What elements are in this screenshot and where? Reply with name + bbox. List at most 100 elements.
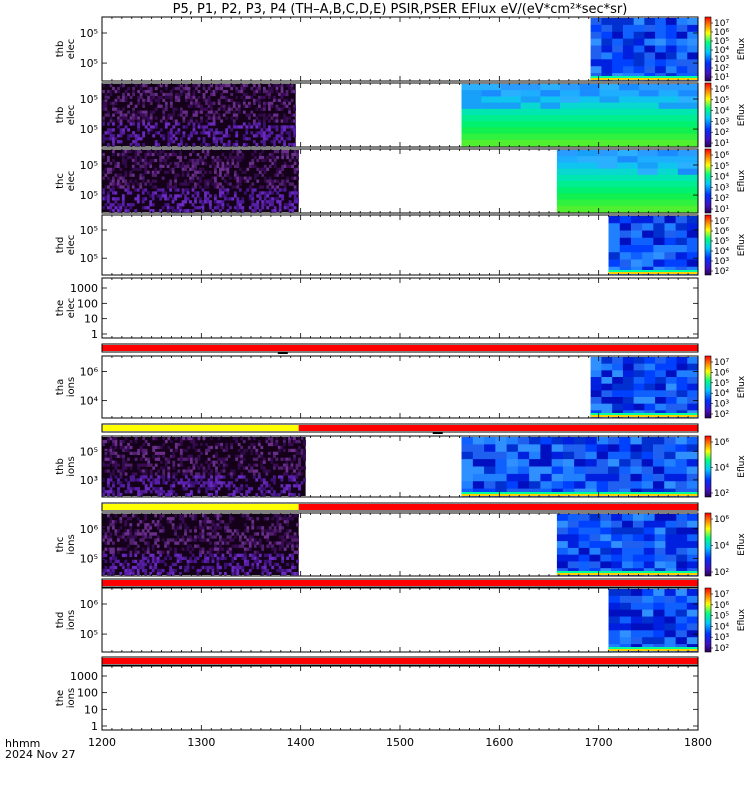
- panel-species-label: ions: [66, 377, 77, 397]
- y-tick-label: 10⁶: [80, 523, 99, 536]
- footer-date-label: 2024 Nov 27: [5, 748, 75, 761]
- colorbar-title: Eflux: [737, 608, 747, 631]
- flag-bar-segment: [102, 345, 698, 351]
- colorbar-tick-label: 10³: [714, 55, 729, 65]
- panel-species-label: elec: [66, 171, 77, 192]
- y-tick-label: 1: [91, 720, 98, 733]
- chart-title: P5, P1, P2, P3, P4 (TH–A,B,C,D,E) PSIR,P…: [173, 2, 628, 17]
- x-axis: 1200 1300 1400 1500 1600 1700 1800: [88, 736, 712, 749]
- colorbar-tick-label: 10²: [714, 267, 729, 277]
- colorbar-tick-label: 10⁴: [714, 46, 729, 56]
- panel-probe-label: the: [55, 300, 66, 316]
- colorbar-tick-label: 10⁵: [714, 612, 729, 622]
- y-tick-label: 10: [84, 313, 98, 326]
- panel-species-label: ions: [66, 534, 77, 554]
- colorbar-tick-label: 10⁴: [714, 247, 729, 257]
- colorbar-title: Eflux: [737, 169, 747, 192]
- y-tick-label: 10⁴: [80, 395, 99, 408]
- colorbar-tick-label: 10⁶: [714, 227, 729, 237]
- y-tick-label: 1: [91, 328, 98, 341]
- flag-marker: [432, 432, 443, 434]
- colorbar-tick-label: 10³: [714, 183, 729, 193]
- colorbar-tick-label: 10⁶: [714, 151, 729, 161]
- x-tick-label: 1400: [287, 736, 315, 749]
- colorbar-tick-label: 10²: [714, 644, 729, 654]
- panel-species-label: elec: [66, 235, 77, 256]
- colorbar-tick-label: 10⁴: [714, 173, 729, 183]
- colorbar-tick-label: 10⁵: [714, 37, 729, 47]
- flag-bar-segment: [102, 504, 299, 510]
- colorbar-tick-label: 10²: [714, 128, 729, 138]
- colorbar-tick-label: 10³: [714, 400, 729, 410]
- panel-4: 1000 100 10 1 the elec: [55, 277, 699, 341]
- colorbar: [704, 16, 712, 82]
- panel-probe-label: thc: [55, 537, 66, 553]
- colorbar-tick-label: 10⁵: [714, 237, 729, 247]
- colorbar-tick-label: 10⁷: [714, 19, 729, 29]
- flag-bar-segment: [298, 504, 698, 510]
- colorbar-tick-label: 10⁵: [714, 96, 729, 106]
- flag-marker: [277, 352, 288, 354]
- x-tick-label: 1800: [684, 736, 712, 749]
- colorbar-tick-label: 10⁶: [714, 601, 729, 611]
- colorbar-title: Eflux: [737, 375, 747, 398]
- panel-probe-label: thb: [55, 458, 66, 475]
- panel-7: [101, 423, 699, 434]
- panel-11: [101, 578, 699, 588]
- y-tick-label: 10⁶: [80, 598, 99, 611]
- colorbar-tick-label: 10⁶: [714, 515, 729, 525]
- flag-bar-segment: [102, 580, 698, 586]
- panel-probe-label: thb: [55, 41, 66, 58]
- colorbar-tick-label: 10¹: [714, 139, 729, 149]
- colorbar-tick-label: 10⁴: [714, 464, 729, 474]
- y-tick-label: 10⁵: [80, 159, 98, 172]
- colorbar-tick-label: 10⁶: [714, 368, 729, 378]
- colorbar-title: Eflux: [737, 455, 747, 478]
- y-tick-label: 10⁵: [80, 189, 98, 202]
- panel-probe-label: thb: [55, 107, 66, 124]
- panel-probe-label: thd: [55, 237, 66, 254]
- y-tick-label: 10⁶: [80, 366, 99, 379]
- colorbar-tick-label: 10⁷: [714, 590, 729, 600]
- colorbar: [704, 512, 712, 577]
- colorbar-tick-label: 10⁴: [714, 542, 729, 552]
- colorbar: [704, 148, 712, 214]
- panel-species-label: ions: [66, 688, 77, 708]
- colorbar-tick-label: 10⁴: [714, 389, 729, 399]
- flag-bar-segment: [102, 658, 698, 664]
- panel-species-label: ions: [66, 610, 77, 630]
- flag-bar-segment: [102, 425, 299, 431]
- panel-probe-label: thd: [55, 612, 66, 629]
- colorbar-tick-label: 10²: [714, 410, 729, 420]
- x-tick-label: 1500: [386, 736, 414, 749]
- colorbar-title: Eflux: [737, 233, 747, 256]
- y-tick-label: 100: [77, 687, 98, 700]
- y-tick-label: 10⁵: [80, 123, 98, 136]
- colorbar-tick-label: 10²: [714, 64, 729, 74]
- panel-8: 10⁵ 10³ thb ions 10⁶ 10⁴ 10² Eflux: [55, 435, 747, 499]
- colorbar-tick-label: 10⁵: [714, 379, 729, 389]
- y-tick-label: 10⁵: [80, 57, 98, 70]
- y-tick-label: 10⁵: [80, 252, 98, 265]
- panel-probe-label: tha: [55, 379, 66, 395]
- colorbar: [704, 355, 712, 419]
- colorbar-tick-label: 10⁷: [714, 358, 729, 368]
- colorbar-tick-label: 10²: [714, 568, 729, 578]
- y-tick-label: 10⁵: [80, 27, 98, 40]
- colorbar: [704, 82, 712, 148]
- y-tick-label: 10⁵: [80, 552, 98, 565]
- x-tick-label: 1600: [485, 736, 513, 749]
- colorbar-tick-label: 10⁶: [714, 438, 729, 448]
- y-tick-label: 10³: [80, 474, 98, 487]
- y-tick-label: 1000: [70, 282, 98, 295]
- footer-time-label: hhmm: [5, 737, 40, 750]
- colorbar-tick-label: 10²: [714, 489, 729, 499]
- colorbar: [704, 214, 712, 276]
- panel-species-label: elec: [66, 39, 77, 60]
